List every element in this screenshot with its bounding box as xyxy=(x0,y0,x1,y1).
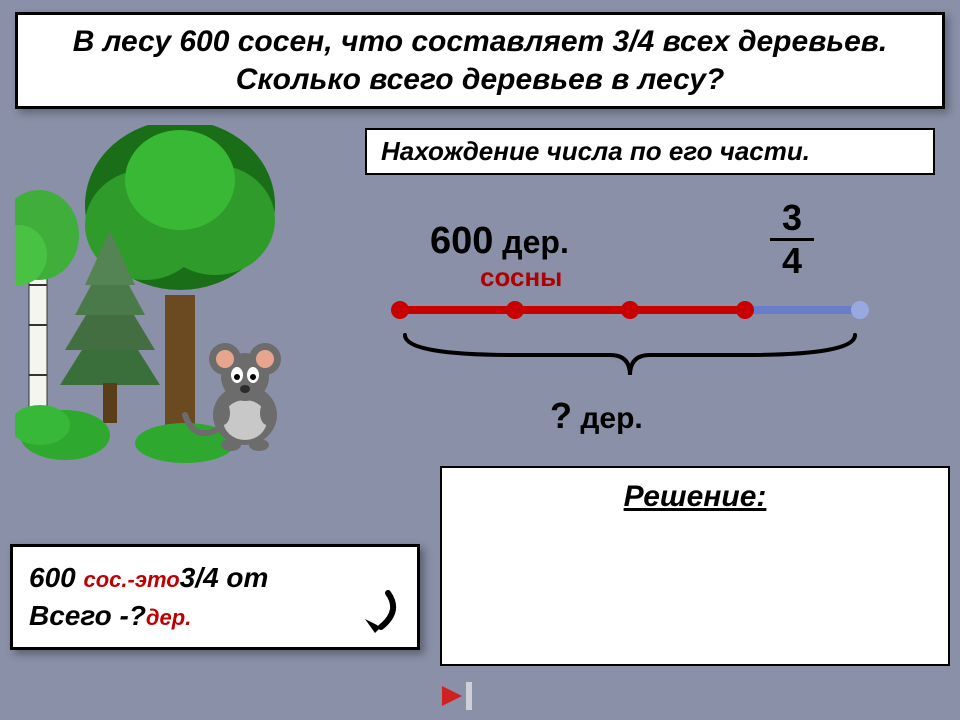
summary-l1a: 600 xyxy=(29,562,84,593)
solution-box: Решение: xyxy=(440,466,950,666)
dot-0 xyxy=(391,301,409,319)
curved-arrow-icon xyxy=(343,589,403,635)
summary-l2a: Всего -? xyxy=(29,600,146,631)
fraction: 3 4 xyxy=(770,200,814,279)
dot-3 xyxy=(736,301,754,319)
fraction-top: 3 xyxy=(770,200,814,236)
forest-illustration xyxy=(15,125,355,465)
number-line xyxy=(400,300,860,318)
solution-title: Решение: xyxy=(462,480,928,514)
summary-box: 600 сос.-это3/4 от Всего -?дер. xyxy=(10,544,420,650)
problem-statement: В лесу 600 сосен, что составляет 3/4 все… xyxy=(15,12,945,109)
dot-1 xyxy=(506,301,524,319)
summary-l1c: это xyxy=(135,567,180,592)
hint-box: Нахождение числа по его части. xyxy=(365,128,935,175)
brace-icon xyxy=(400,330,860,380)
dot-4 xyxy=(851,301,869,319)
progress-marker-icon xyxy=(440,682,510,710)
diagram: 600 дер. сосны 3 4 ? дер. xyxy=(380,210,920,470)
question-label: ? дер. xyxy=(550,395,643,437)
diagram-main-label: 600 дер. xyxy=(430,220,569,263)
diagram-sub-label: сосны xyxy=(480,262,562,293)
summary-l1b: сос.- xyxy=(84,567,135,592)
dot-2 xyxy=(621,301,639,319)
line-segment-blue xyxy=(745,306,860,314)
summary-l2b: дер. xyxy=(146,605,191,630)
question-mark: ? xyxy=(550,395,572,436)
diagram-main-unit: дер. xyxy=(502,224,569,260)
fraction-bottom: 4 xyxy=(770,243,814,279)
forest-svg xyxy=(15,125,355,465)
problem-text: В лесу 600 сосен, что составляет 3/4 все… xyxy=(73,25,888,96)
summary-l1d: 3/4 от xyxy=(180,562,269,593)
diagram-main-value: 600 xyxy=(430,220,493,262)
hint-text: Нахождение числа по его части. xyxy=(381,136,810,166)
question-unit: дер. xyxy=(580,402,642,435)
line-segment-red xyxy=(400,306,745,314)
